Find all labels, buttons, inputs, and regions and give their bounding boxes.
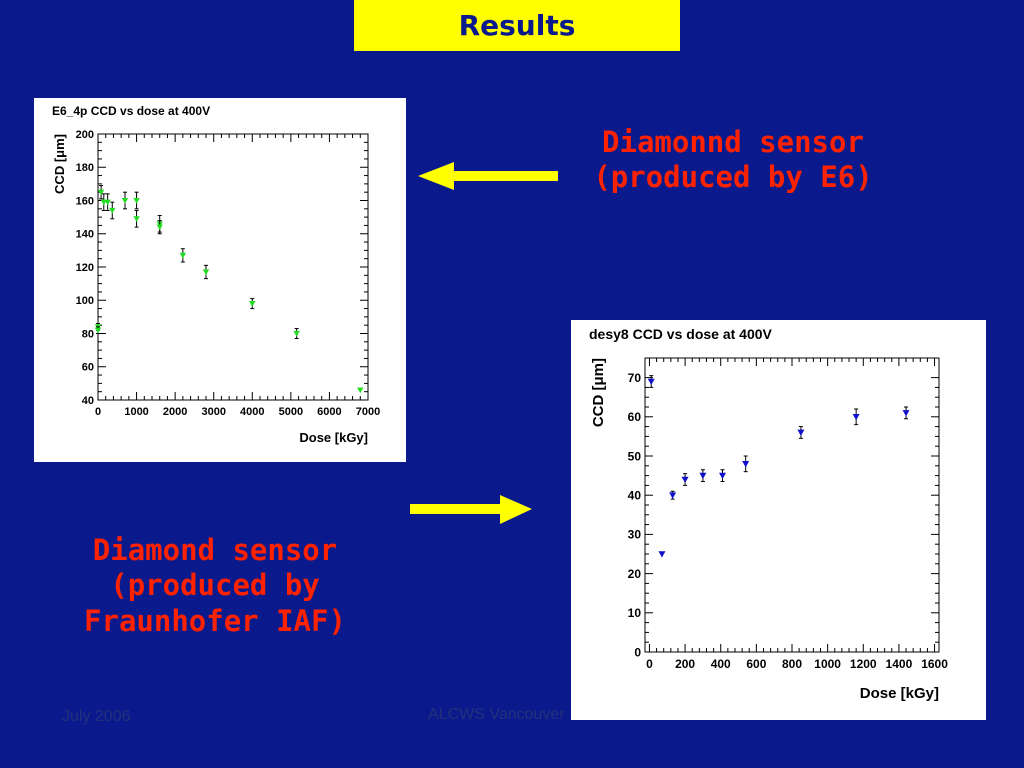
desy8-y-tick-label: 50: [628, 449, 642, 463]
desy8-x-axis-label: Dose [kGy]: [860, 685, 939, 702]
desy8-plot-frame: [644, 357, 940, 653]
desy8-y-tick-label: 0: [634, 645, 641, 659]
desy8-x-tick-label: 400: [711, 657, 731, 671]
arrow-left-head: [418, 162, 454, 190]
desy8-data-point: [669, 492, 677, 499]
desy8-x-tick-label: 200: [675, 657, 695, 671]
e6-plot-frame: [97, 133, 369, 401]
chart-e6-svg: E6_4p CCD vs dose at 400V 0 1000 2000 3000 40…: [52, 104, 380, 445]
e6-data-point: [121, 197, 129, 204]
desy8-data-point: [699, 472, 707, 480]
arrow-right-shaft: [410, 504, 506, 514]
caption-iaf-line-3: Fraunhofer IAF): [84, 603, 346, 638]
footer-conference: ALCWS Vancouver: [428, 706, 565, 723]
slide-title: Results: [458, 9, 576, 42]
e6-y-tick-label: 40: [82, 395, 94, 407]
e6-y-tick-label: 60: [82, 362, 94, 374]
footer-date: July 2006: [62, 708, 131, 725]
e6-y-tick-label: 120: [76, 262, 94, 274]
chart-e6-ccd-vs-dose: E6_4p CCD vs dose at 400V 0 1000 2000 3000 40…: [34, 98, 406, 462]
desy8-y-tick-label: 30: [628, 528, 642, 542]
e6-y-tick-label: 80: [82, 328, 94, 340]
desy8-data-point: [852, 414, 860, 421]
arrow-right-icon: [410, 495, 532, 524]
e6-data-point: [357, 387, 364, 394]
caption-e6-line-1: Diamonnd sensor: [602, 125, 864, 159]
e6-x-tick-label: 2000: [163, 406, 187, 418]
desy8-data-point: [902, 410, 910, 417]
caption-e6-sensor: Diamonnd sensor (produced by E6): [560, 125, 906, 196]
desy8-data-point: [719, 472, 727, 480]
e6-x-tick-label: 7000: [356, 406, 380, 418]
e6-y-tick-label: 100: [76, 295, 94, 307]
e6-data-point: [94, 327, 102, 334]
e6-x-tick-label: 4000: [240, 406, 264, 418]
desy8-x-tick-label: 1000: [814, 657, 841, 671]
desy8-data-point: [647, 378, 655, 386]
e6-data-point: [104, 199, 111, 206]
e6-y-tick-label: 200: [76, 129, 94, 141]
desy8-y-tick-label: 10: [628, 606, 642, 620]
desy8-x-tick-label: 1400: [886, 657, 913, 671]
desy8-data-point: [658, 551, 666, 558]
e6-x-tick-label: 5000: [279, 406, 303, 418]
e6-y-axis-label: CCD [μm]: [52, 134, 67, 194]
arrow-left-icon: [418, 162, 558, 190]
desy8-x-tick-label: 0: [646, 657, 653, 671]
arrow-left-shaft: [448, 171, 558, 181]
desy8-y-tick-label: 20: [628, 567, 642, 581]
e6-y-tick-label: 160: [76, 195, 94, 207]
e6-y-tick-label: 180: [76, 162, 94, 174]
e6-data-point: [109, 207, 116, 214]
e6-data-point: [202, 269, 210, 276]
desy8-x-tick-label: 600: [746, 657, 766, 671]
e6-data-point: [133, 197, 140, 204]
arrow-right-head: [500, 495, 532, 524]
desy8-title: desy8 CCD vs dose at 400V: [589, 326, 773, 342]
desy8-data-point: [681, 476, 689, 484]
caption-iaf-sensor: Diamond sensor (produced by Fraunhofer I…: [40, 533, 390, 639]
e6-data-point: [156, 224, 163, 231]
e6-data-point: [133, 216, 140, 222]
e6-x-tick-label: 3000: [201, 406, 225, 418]
desy8-data-point: [742, 461, 750, 468]
desy8-data-point: [797, 429, 805, 436]
e6-x-tick-label: 6000: [317, 406, 341, 418]
e6-y-tick-label: 140: [76, 229, 94, 241]
e6-data-point: [293, 330, 300, 337]
e6-data-point: [249, 301, 256, 307]
desy8-x-tick-label: 800: [782, 657, 802, 671]
caption-e6-line-2: (produced by E6): [593, 160, 873, 195]
chart-desy8-ccd-vs-dose: desy8 CCD vs dose at 400V 0 200 400 600 800 10…: [571, 320, 986, 720]
desy8-y-tick-label: 40: [628, 489, 642, 503]
caption-iaf-line-2: (produced by: [110, 568, 320, 603]
desy8-y-tick-label: 70: [628, 371, 642, 385]
desy8-y-tick-label: 60: [628, 410, 642, 424]
desy8-x-tick-label: 1600: [921, 657, 948, 671]
e6-x-tick-label: 1000: [124, 406, 148, 418]
e6-x-tick-label: 0: [95, 406, 101, 418]
e6-data-point: [97, 189, 105, 196]
e6-data-point: [179, 252, 187, 259]
e6-title: E6_4p CCD vs dose at 400V: [52, 104, 210, 118]
desy8-x-tick-label: 1200: [850, 657, 877, 671]
caption-iaf-line-1: Diamond sensor: [92, 533, 338, 567]
title-banner: Results: [354, 0, 680, 51]
e6-x-axis-label: Dose [kGy]: [299, 430, 368, 445]
desy8-y-axis-label: CCD [μm]: [590, 358, 607, 427]
